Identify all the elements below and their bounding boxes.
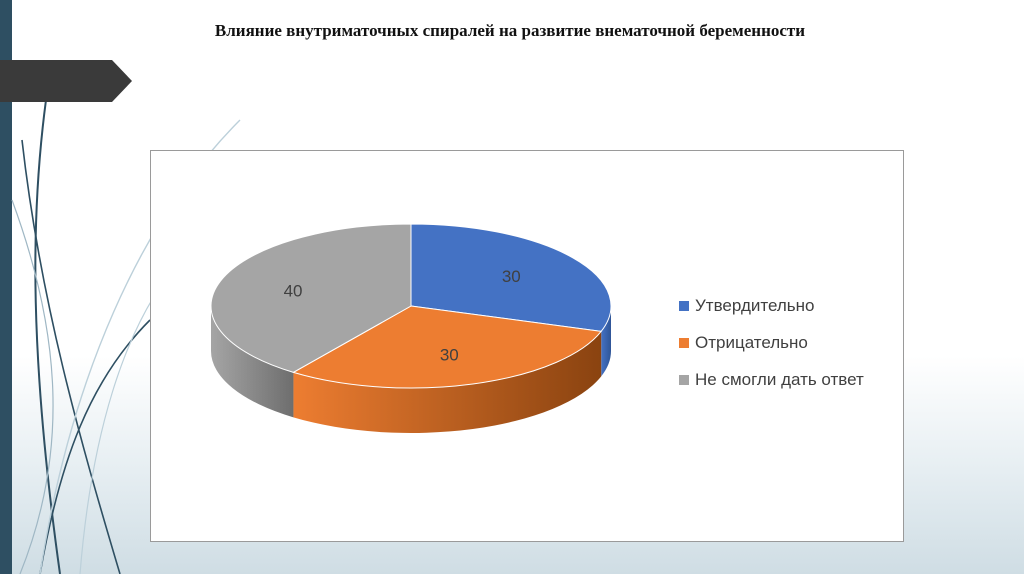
legend-label-2: Не смогли дать ответ bbox=[695, 370, 864, 389]
legend-swatch-0 bbox=[679, 301, 689, 311]
pie-chart: 30 30 40 bbox=[210, 223, 612, 433]
legend-item-0: Утвердительно bbox=[679, 296, 864, 333]
pie-side-0 bbox=[601, 306, 611, 377]
left-accent-bar bbox=[0, 0, 12, 574]
pie-slice-2 bbox=[210, 223, 412, 373]
slide-title: Влияние внутриматочных спиралей на разви… bbox=[214, 21, 806, 40]
chart-legend: Утвердительно Отрицательно Не смогли дать … bbox=[679, 296, 864, 407]
pie-side-1 bbox=[293, 331, 602, 433]
decorative-swirl-lines bbox=[11, 99, 241, 574]
legend-label-0: Утвердительно bbox=[695, 296, 815, 315]
data-label-0: 30 bbox=[502, 267, 521, 286]
pie-slice-0 bbox=[410, 223, 612, 332]
pie-slice-1 bbox=[292, 305, 603, 389]
pie-side-2 bbox=[211, 306, 294, 418]
legend-label-1: Отрицательно bbox=[695, 333, 808, 352]
data-label-2: 40 bbox=[284, 281, 303, 300]
legend-swatch-2 bbox=[679, 375, 689, 385]
arrow-tab-shape bbox=[0, 60, 132, 102]
legend-item-1: Отрицательно bbox=[679, 333, 864, 370]
legend-swatch-1 bbox=[679, 338, 689, 348]
chart-area: 30 30 40 Утвердительно Отрицательно Не смогл… bbox=[150, 150, 904, 542]
data-label-1: 30 bbox=[440, 345, 459, 364]
legend-item-2: Не смогли дать ответ bbox=[679, 370, 864, 407]
